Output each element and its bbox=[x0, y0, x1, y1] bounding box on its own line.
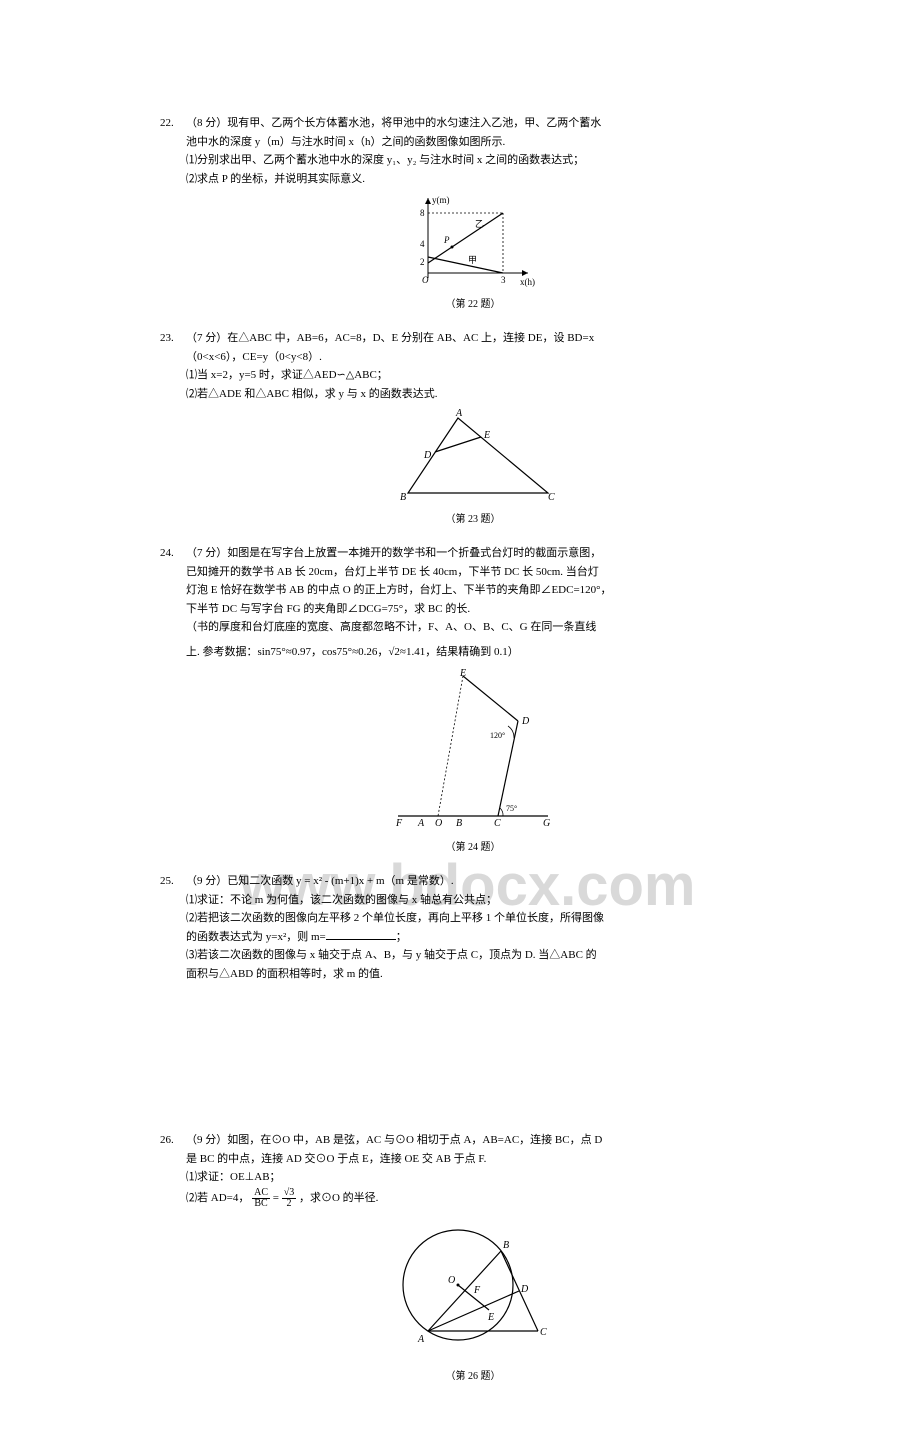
stem-text: 已知二次函数 y = x² - (m+1)x + m（m 是常数）. bbox=[227, 875, 453, 887]
vertex-label: B bbox=[456, 818, 462, 829]
frac-num: √3 bbox=[282, 1188, 297, 1199]
problem-26: 26. （9 分）如图，在⊙O 中，AB 是弦，AC 与⊙O 相切于点 A，AB… bbox=[160, 1132, 760, 1384]
problem-stem: 上. 参考数据：sin75°≈0.97，cos75°≈0.26，√2≈1.41，… bbox=[186, 644, 760, 661]
problem-stem: 灯泡 E 恰好在数学书 AB 的中点 O 的正上方时，台灯上、下半节的夹角即∠E… bbox=[186, 582, 760, 599]
subquestion: ⑴分别求出甲、乙两个蓄水池中水的深度 y₁、y₂ 与注水时间 x 之间的函数表达… bbox=[186, 152, 760, 169]
problem-stem: 池中水的深度 y（m）与注水时间 x（h）之间的函数图像如图所示. bbox=[186, 134, 760, 151]
problem-stem: （9 分）如图，在⊙O 中，AB 是弦，AC 与⊙O 相切于点 A，AB=AC，… bbox=[186, 1132, 760, 1149]
vertex-label: C bbox=[494, 818, 501, 829]
axis-label: y(m) bbox=[432, 195, 450, 205]
vertex-label: A bbox=[417, 818, 425, 829]
points: （7 分） bbox=[186, 332, 227, 344]
problem-stem: （9 分）已知二次函数 y = x² - (m+1)x + m（m 是常数）. bbox=[186, 873, 760, 890]
vertex-label: C bbox=[540, 1327, 547, 1338]
figure-caption: （第 23 题） bbox=[186, 512, 760, 527]
vertex-label: O bbox=[448, 1275, 455, 1286]
figure-caption: （第 26 题） bbox=[186, 1369, 760, 1384]
fraction: √32 bbox=[282, 1188, 297, 1209]
points: （9 分） bbox=[186, 875, 227, 887]
problem-number: 25. bbox=[160, 873, 186, 984]
stem-text: 如图，在⊙O 中，AB 是弦，AC 与⊙O 相切于点 A，AB=AC，连接 BC… bbox=[227, 1134, 602, 1146]
problem-number: 22. bbox=[160, 115, 186, 312]
problem-23-diagram: A B C D E bbox=[388, 408, 558, 508]
problem-number: 26. bbox=[160, 1132, 186, 1384]
figure-caption: （第 22 题） bbox=[186, 297, 760, 312]
vertex-label: A bbox=[455, 408, 463, 419]
stem-text: 在△ABC 中，AB=6，AC=8，D、E 分别在 AB、AC 上，连接 DE，… bbox=[227, 332, 594, 344]
figure-caption: （第 24 题） bbox=[186, 840, 760, 855]
problem-22-diagram: 8 4 2 3 O x(h) y(m) P 甲 乙 bbox=[398, 193, 548, 293]
subquestion: ⑴求证：不论 m 为何值，该二次函数的图像与 x 轴总有公共点； bbox=[186, 892, 760, 909]
tick-label: 4 bbox=[420, 239, 425, 249]
point-label: P bbox=[443, 235, 450, 245]
vertex-label: B bbox=[400, 492, 406, 503]
problem-23: 23. （7 分）在△ABC 中，AB=6，AC=8，D、E 分别在 AB、AC… bbox=[160, 330, 760, 527]
exam-page: 22. （8 分）现有甲、乙两个长方体蓄水池，将甲池中的水匀速注入乙池，甲、乙两… bbox=[0, 0, 920, 1442]
subquestion-text: ，求⊙O 的半径. bbox=[299, 1192, 378, 1204]
fill-blank bbox=[326, 929, 396, 940]
vertex-label: D bbox=[423, 450, 432, 461]
origin-label: O bbox=[422, 275, 429, 285]
subquestion: ⑵若△ADE 和△ABC 相似，求 y 与 x 的函数表达式. bbox=[186, 386, 760, 403]
stem-text: 如图是在写字台上放置一本摊开的数学书和一个折叠式台灯时的截面示意图， bbox=[227, 547, 601, 559]
fraction: ACBC bbox=[252, 1188, 270, 1209]
subquestion: ⑵若把该二次函数的图像向左平移 2 个单位长度，再向上平移 1 个单位长度，所得… bbox=[186, 910, 760, 927]
vertex-label: O bbox=[435, 818, 442, 829]
problem-26-diagram: O A B C D E F bbox=[388, 1215, 558, 1365]
problem-stem: （7 分）如图是在写字台上放置一本摊开的数学书和一个折叠式台灯时的截面示意图， bbox=[186, 545, 760, 562]
tick-label: 8 bbox=[420, 208, 425, 218]
frac-num: AC bbox=[252, 1188, 270, 1199]
subquestion-text: ⑵若 AD=4， bbox=[186, 1192, 249, 1204]
angle-label: 120° bbox=[490, 731, 505, 740]
subquestion-text: 的函数表达式为 y=x²，则 m= bbox=[186, 931, 326, 943]
problem-stem: （8 分）现有甲、乙两个长方体蓄水池，将甲池中的水匀速注入乙池，甲、乙两个蓄水 bbox=[186, 115, 760, 132]
vertex-label: E bbox=[483, 430, 490, 441]
vertex-label: F bbox=[395, 818, 403, 829]
problem-24: 24. （7 分）如图是在写字台上放置一本摊开的数学书和一个折叠式台灯时的截面示… bbox=[160, 545, 760, 855]
vertex-label: C bbox=[548, 492, 555, 503]
tick-label: 2 bbox=[420, 257, 425, 267]
vertex-label: B bbox=[503, 1240, 509, 1251]
axis-label: x(h) bbox=[520, 277, 535, 287]
subquestion-text: ； bbox=[396, 931, 407, 943]
vertex-label: E bbox=[487, 1312, 494, 1323]
problem-stem: 下半节 DC 与写字台 FG 的夹角即∠DCG=75°，求 BC 的长. bbox=[186, 601, 760, 618]
vertex-label: D bbox=[521, 716, 530, 727]
vertex-label: A bbox=[417, 1334, 425, 1345]
problem-25: 25. （9 分）已知二次函数 y = x² - (m+1)x + m（m 是常… bbox=[160, 873, 760, 984]
frac-den: 2 bbox=[282, 1199, 297, 1209]
vertex-label: E bbox=[459, 668, 466, 679]
points: （8 分） bbox=[186, 117, 227, 129]
problem-stem: （7 分）在△ABC 中，AB=6，AC=8，D、E 分别在 AB、AC 上，连… bbox=[186, 330, 760, 347]
subquestion: ⑵若 AD=4， ACBC = √32 ，求⊙O 的半径. bbox=[186, 1188, 760, 1209]
problem-stem: （书的厚度和台灯底座的宽度、高度都忽略不计，F、A、O、B、C、G 在同一条直线 bbox=[186, 619, 760, 636]
stem-text: 现有甲、乙两个长方体蓄水池，将甲池中的水匀速注入乙池，甲、乙两个蓄水 bbox=[227, 117, 601, 129]
problem-22: 22. （8 分）现有甲、乙两个长方体蓄水池，将甲池中的水匀速注入乙池，甲、乙两… bbox=[160, 115, 760, 312]
problem-stem: 已知摊开的数学书 AB 长 20cm，台灯上半节 DE 长 40cm，下半节 D… bbox=[186, 564, 760, 581]
vertex-label: G bbox=[543, 818, 550, 829]
points: （9 分） bbox=[186, 1134, 227, 1146]
problem-24-diagram: E D F A O B C G 120° 75° bbox=[388, 666, 558, 836]
problem-stem: （0<x<6），CE=y（0<y<8）. bbox=[186, 349, 760, 366]
subquestion: ⑴求证：OE⊥AB； bbox=[186, 1169, 760, 1186]
problem-number: 24. bbox=[160, 545, 186, 855]
vertex-label: D bbox=[520, 1284, 529, 1295]
frac-den: BC bbox=[252, 1199, 270, 1209]
line-label: 乙 bbox=[475, 219, 484, 229]
tick-label: 3 bbox=[501, 275, 506, 285]
problem-number: 23. bbox=[160, 330, 186, 527]
angle-label: 75° bbox=[506, 804, 517, 813]
line-label: 甲 bbox=[468, 255, 477, 265]
subquestion: 的函数表达式为 y=x²，则 m= ； bbox=[186, 929, 760, 946]
problem-stem: 是 BC 的中点，连接 AD 交⊙O 于点 E，连接 OE 交 AB 于点 F. bbox=[186, 1151, 760, 1168]
points: （7 分） bbox=[186, 547, 227, 559]
subquestion: ⑴当 x=2，y=5 时，求证△AED∽△ABC； bbox=[186, 367, 760, 384]
subquestion: 面积与△ABD 的面积相等时，求 m 的值. bbox=[186, 966, 760, 983]
vertex-label: F bbox=[473, 1285, 481, 1296]
subquestion: ⑶若该二次函数的图像与 x 轴交于点 A、B，与 y 轴交于点 C，顶点为 D.… bbox=[186, 947, 760, 964]
subquestion: ⑵求点 P 的坐标，并说明其实际意义. bbox=[186, 171, 760, 188]
